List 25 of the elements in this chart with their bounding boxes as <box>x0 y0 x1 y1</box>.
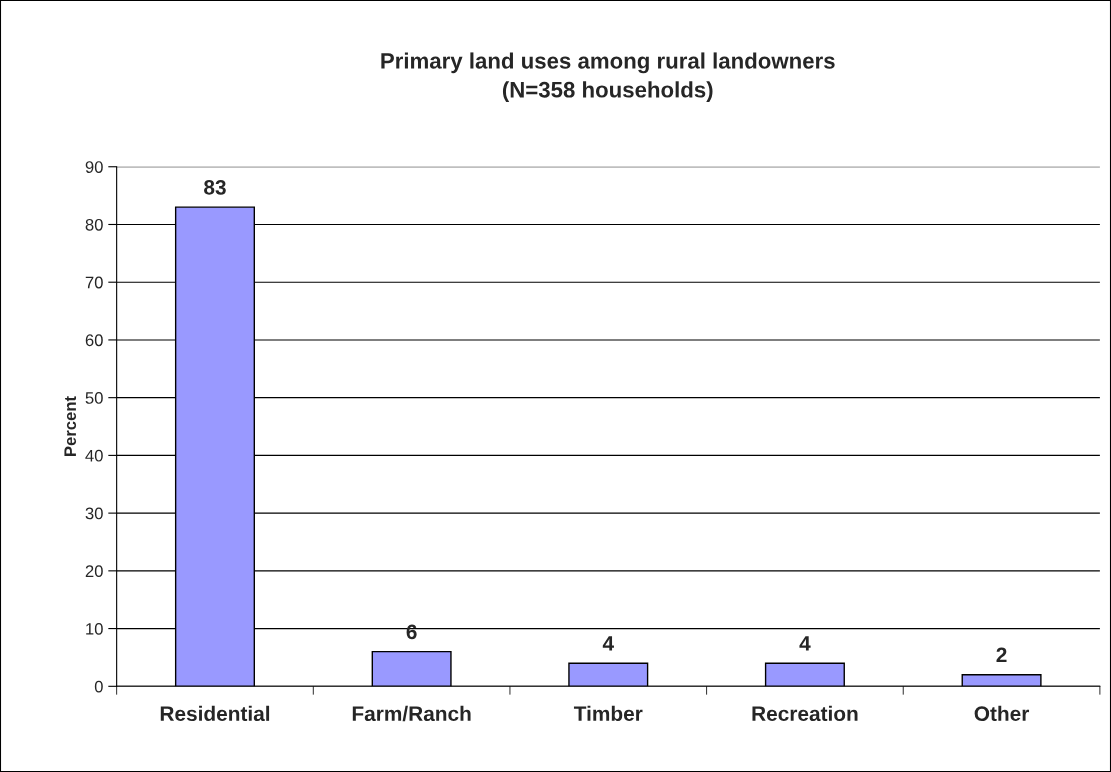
x-tick-label: Residential <box>160 705 270 722</box>
y-tick-label: 40 <box>85 449 103 462</box>
bar <box>568 662 649 687</box>
y-tick-label: 90 <box>85 161 103 173</box>
y-tick-label: 60 <box>85 334 103 347</box>
y-tick-label: 20 <box>85 565 103 578</box>
y-tick-label: 80 <box>85 218 103 231</box>
x-tick-label: Other <box>974 705 1030 722</box>
bar <box>961 674 1042 687</box>
data-label: 83 <box>204 179 226 195</box>
data-label: 4 <box>799 636 811 651</box>
x-tick-label: Farm/Ranch <box>352 705 471 722</box>
data-label: 4 <box>602 636 614 651</box>
y-axis-title: Percent <box>64 396 77 456</box>
bar <box>764 662 845 687</box>
y-tick-label: 0 <box>94 680 103 693</box>
y-tick-label: 10 <box>86 622 103 635</box>
y-tick-label: 50 <box>85 392 103 404</box>
x-tick-label: Timber <box>573 705 643 722</box>
bar <box>371 650 452 687</box>
chart-title: Primary land uses among rural landowners (N=358 households) <box>381 52 835 102</box>
data-label: 2 <box>996 647 1007 663</box>
y-tick-label: 30 <box>85 507 103 520</box>
x-tick-label: Recreation <box>752 705 858 722</box>
y-tick-label: 70 <box>85 276 103 289</box>
